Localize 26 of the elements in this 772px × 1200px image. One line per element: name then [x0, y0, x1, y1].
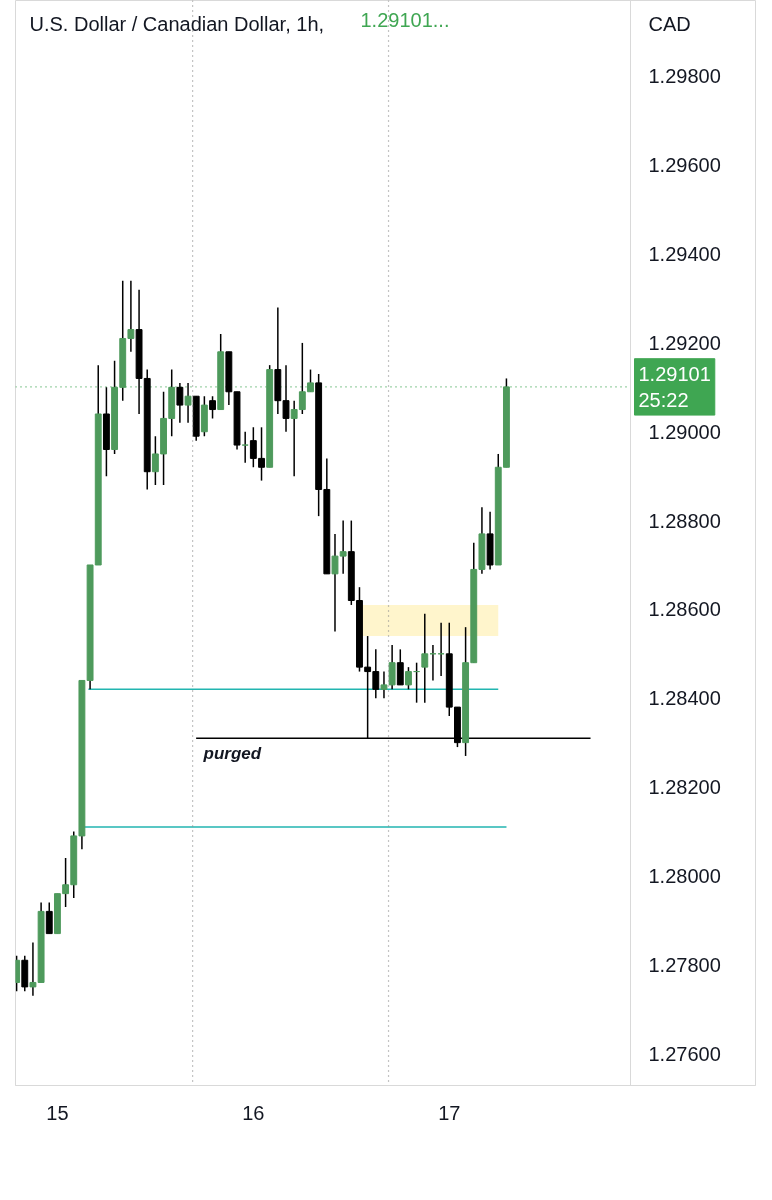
- y-tick-label: 1.28000: [648, 864, 721, 887]
- y-tick-label: 1.27800: [648, 953, 721, 976]
- ref-line-label: 1.29101 25:22: [638, 362, 711, 412]
- candlestick: [45, 901, 53, 935]
- y-tick-label: 1.28200: [648, 776, 721, 799]
- y-tick-label: 1.29800: [648, 65, 721, 88]
- candlestick: [421, 613, 429, 704]
- candlestick: [396, 648, 404, 686]
- y-tick-label: 1.28800: [648, 509, 721, 532]
- candlestick: [282, 364, 290, 433]
- candlestick: [176, 382, 184, 424]
- y-tick-label: 1.28400: [648, 687, 721, 710]
- y-tick-label: 1.27600: [648, 1042, 721, 1065]
- x-tick-label: 17: [438, 1101, 461, 1124]
- text: U.S. Dollar / Canadian Dollar, 1h,: [29, 12, 325, 35]
- y-tick-label: 1.29200: [648, 331, 721, 354]
- y-tick-label: 1.29600: [648, 154, 721, 177]
- y-axis-title: CAD: [648, 12, 691, 35]
- y-tick-label: 1.29000: [648, 420, 721, 443]
- candlestick: [209, 395, 216, 420]
- chart-subtitle: 1.29101...: [360, 8, 450, 31]
- y-tick-label: 1.29400: [648, 243, 721, 266]
- annotation: purged: [202, 744, 262, 763]
- x-tick-label: 16: [242, 1101, 265, 1124]
- y-tick-label: 1.28600: [648, 598, 721, 621]
- x-tick-label: 15: [46, 1101, 69, 1124]
